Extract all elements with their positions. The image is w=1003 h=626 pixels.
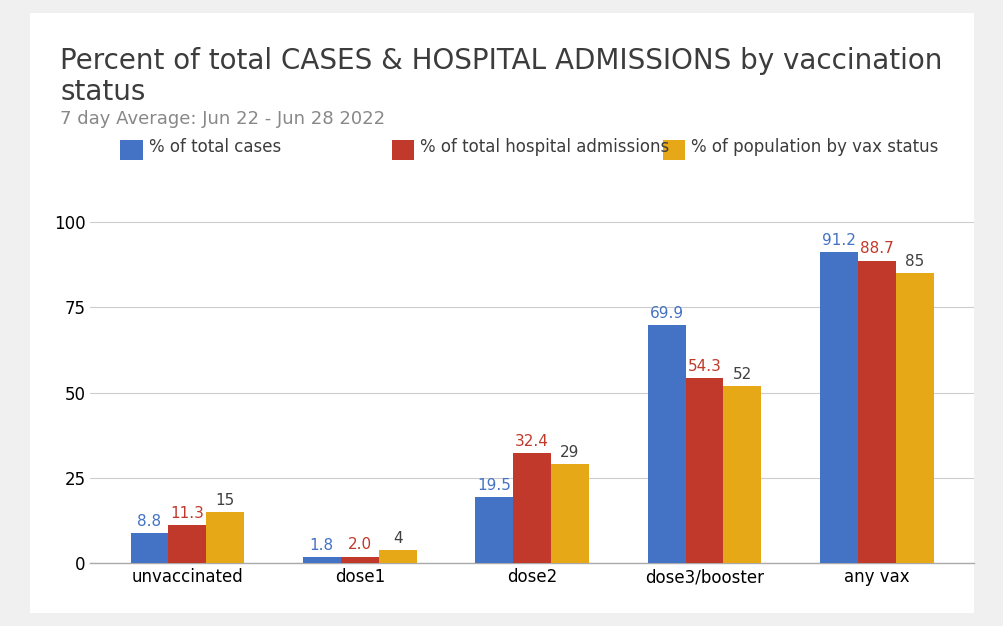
Text: 32.4: 32.4 bbox=[515, 434, 549, 449]
Bar bbox=[723, 386, 760, 563]
Text: 2.0: 2.0 bbox=[347, 538, 371, 553]
Text: 52: 52 bbox=[732, 367, 751, 382]
Text: % of population by vax status: % of population by vax status bbox=[690, 138, 937, 156]
Bar bbox=[819, 252, 857, 563]
Text: 19.5: 19.5 bbox=[476, 478, 511, 493]
Bar bbox=[207, 512, 244, 563]
Text: 91.2: 91.2 bbox=[821, 233, 855, 248]
Text: % of total hospital admissions: % of total hospital admissions bbox=[419, 138, 668, 156]
Bar bbox=[685, 378, 723, 563]
Text: 8.8: 8.8 bbox=[137, 514, 161, 529]
Text: 11.3: 11.3 bbox=[171, 506, 205, 521]
Bar bbox=[647, 325, 685, 563]
Bar bbox=[130, 533, 169, 563]
Text: % of total cases: % of total cases bbox=[148, 138, 281, 156]
Text: 69.9: 69.9 bbox=[649, 305, 683, 321]
Text: 4: 4 bbox=[392, 531, 402, 546]
Text: 29: 29 bbox=[560, 445, 579, 460]
Bar bbox=[857, 260, 895, 563]
Bar bbox=[895, 273, 933, 563]
Text: 7 day Average: Jun 22 - Jun 28 2022: 7 day Average: Jun 22 - Jun 28 2022 bbox=[60, 110, 385, 128]
Bar bbox=[513, 453, 551, 563]
Text: 15: 15 bbox=[216, 493, 235, 508]
Bar bbox=[551, 464, 589, 563]
Bar bbox=[340, 557, 378, 563]
Text: status: status bbox=[60, 78, 145, 106]
Text: 85: 85 bbox=[905, 254, 924, 269]
Bar bbox=[378, 550, 416, 563]
Text: 54.3: 54.3 bbox=[687, 359, 721, 374]
Text: 88.7: 88.7 bbox=[860, 242, 893, 257]
Text: 1.8: 1.8 bbox=[310, 538, 334, 553]
Bar bbox=[169, 525, 207, 563]
Text: Percent of total CASES & HOSPITAL ADMISSIONS by vaccination: Percent of total CASES & HOSPITAL ADMISS… bbox=[60, 47, 942, 75]
Bar bbox=[303, 557, 340, 563]
Bar bbox=[474, 497, 513, 563]
